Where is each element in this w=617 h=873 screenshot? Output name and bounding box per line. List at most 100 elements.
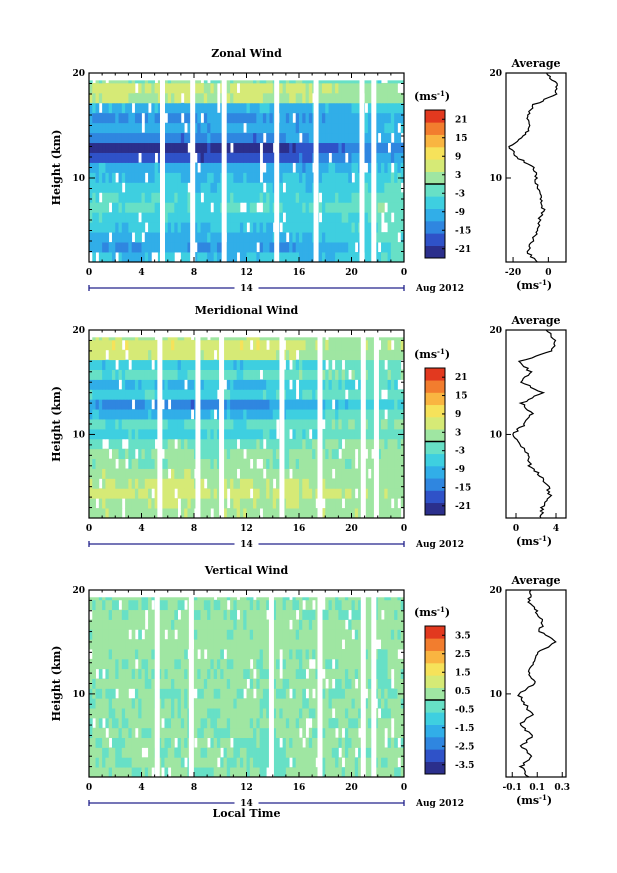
heatmap-cell — [335, 379, 339, 390]
heatmap-cell — [292, 399, 297, 410]
heatmap-cell — [279, 92, 283, 104]
heatmap-cell — [335, 102, 339, 114]
heatmap-cell — [381, 359, 385, 370]
heatmap-cell — [174, 162, 178, 173]
heatmap-cell — [118, 202, 123, 213]
heatmap-cell — [308, 727, 313, 739]
heatmap-cell — [134, 698, 139, 709]
heatmap-cell — [98, 369, 103, 380]
heatmap-cell — [164, 708, 169, 719]
heatmap-cell — [302, 232, 306, 243]
heatmap-cell — [203, 757, 208, 768]
heatmap-cell — [344, 82, 349, 94]
heatmap-cell — [387, 252, 392, 263]
heatmap-cell — [167, 222, 172, 233]
heatmap-cell — [115, 478, 119, 489]
heatmap-cell — [367, 737, 372, 748]
heatmap-cell — [197, 112, 201, 124]
heatmap-cell — [377, 688, 382, 699]
heatmap-cell — [341, 242, 346, 253]
heatmap-cell — [230, 202, 234, 213]
heatmap-cell — [161, 747, 165, 758]
heatmap-cell — [108, 747, 113, 758]
heatmap-cell — [151, 82, 156, 94]
heatmap-cell — [233, 359, 238, 370]
heatmap-cell — [390, 438, 395, 450]
heatmap-cell — [226, 349, 231, 361]
heatmap-cell — [397, 747, 402, 758]
heatmap-cell — [292, 359, 297, 370]
colorbar-swatch — [425, 245, 445, 259]
heatmap-cell — [134, 379, 139, 390]
heatmap-cell — [308, 688, 313, 699]
heatmap-cell — [325, 142, 329, 153]
heatmap-cell — [367, 379, 372, 390]
heatmap-cell — [338, 419, 343, 430]
heatmap-cell — [358, 369, 362, 380]
heatmap-cell — [144, 152, 149, 163]
heatmap-cell — [118, 349, 123, 361]
heatmap-cell — [177, 708, 182, 719]
heatmap-cell — [299, 222, 303, 233]
heatmap-cell — [171, 419, 175, 430]
heatmap-cell — [226, 132, 231, 144]
heatmap-cell — [216, 112, 221, 124]
heatmap-cell — [344, 339, 349, 351]
heatmap-cell — [377, 658, 382, 670]
heatmap-cell — [295, 678, 300, 689]
heatmap-cell — [256, 359, 261, 370]
heatmap-cell — [213, 488, 218, 499]
heatmap-cell — [239, 727, 244, 739]
heatmap-cell — [338, 339, 343, 351]
heatmap-cell — [233, 717, 238, 729]
heatmap-cell — [102, 688, 106, 699]
heatmap-cell — [364, 242, 369, 253]
heatmap-cell — [111, 737, 116, 748]
heatmap-cell — [239, 458, 244, 469]
heatmap-cell — [125, 122, 129, 134]
colorbar-tick-label: -15 — [455, 483, 471, 493]
heatmap-cell — [210, 757, 215, 768]
heatmap-cell — [308, 252, 313, 263]
heatmap-cell — [348, 428, 352, 440]
heatmap-cell — [184, 668, 188, 679]
heatmap-cell — [200, 478, 205, 489]
heatmap-cell — [302, 132, 306, 144]
heatmap-cell — [351, 757, 356, 768]
heatmap-cell — [262, 192, 267, 203]
heatmap-cell — [256, 389, 261, 400]
heatmap-cell — [364, 389, 369, 400]
heatmap-cell — [197, 192, 201, 203]
heatmap-cell — [121, 717, 126, 729]
heatmap-cell — [203, 399, 208, 410]
heatmap-cell — [151, 192, 156, 203]
heatmap-cell — [184, 478, 188, 489]
heatmap-cell — [223, 767, 228, 778]
heatmap-cell — [111, 92, 116, 104]
heatmap-cell — [236, 649, 241, 660]
heatmap-cell — [348, 202, 352, 213]
heatmap-cell — [220, 727, 224, 739]
heatmap-cell — [111, 468, 116, 479]
heatmap-cell — [341, 182, 346, 193]
heatmap-cell — [292, 132, 297, 144]
heatmap-cell — [397, 242, 402, 253]
heatmap-cell — [243, 102, 247, 114]
heatmap-cell — [233, 727, 238, 739]
heatmap-cell — [216, 639, 221, 650]
heatmap-cell — [115, 122, 119, 134]
heatmap-cell — [285, 428, 290, 440]
heatmap-cell — [272, 448, 277, 460]
heatmap-cell — [256, 498, 261, 509]
heatmap-cell — [148, 162, 152, 173]
heatmap-cell — [233, 488, 238, 499]
heatmap-cell — [174, 708, 178, 719]
heatmap-cell — [299, 202, 303, 213]
heatmap-cell — [302, 717, 306, 729]
heatmap-cell — [272, 409, 277, 420]
heatmap-cell — [302, 112, 306, 124]
heatmap-cell — [125, 498, 129, 509]
heatmap-cell — [299, 339, 303, 351]
heatmap-cell — [253, 379, 257, 390]
heatmap-cell — [351, 458, 356, 469]
